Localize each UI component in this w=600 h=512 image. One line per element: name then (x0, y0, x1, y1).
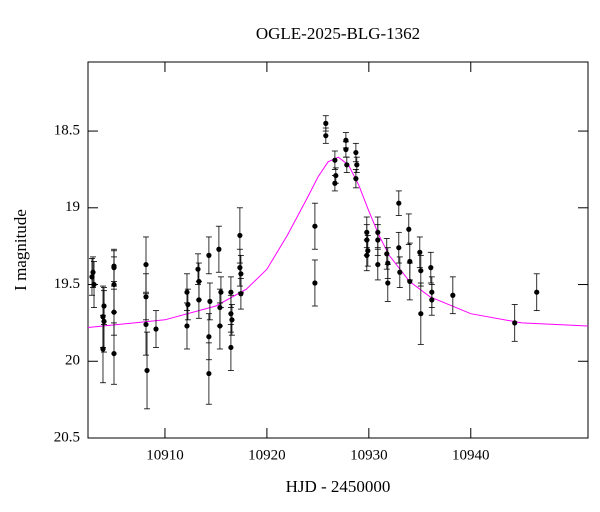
data-point (153, 326, 159, 332)
data-point (144, 367, 150, 374)
data-point (385, 260, 391, 266)
data-point (143, 261, 149, 268)
data-point (143, 321, 149, 328)
data-point (111, 350, 117, 357)
data-point (206, 252, 212, 258)
y-axis-label: I magnitude (11, 209, 30, 291)
data-point (238, 271, 244, 277)
data-point (343, 146, 349, 153)
data-point (217, 323, 223, 329)
x-tick-label: 10910 (146, 447, 184, 463)
data-point (111, 281, 117, 288)
x-axis-label: HJD - 2450000 (286, 477, 391, 496)
y-tick-label: 20.5 (54, 429, 80, 445)
data-point (323, 133, 329, 139)
data-point (354, 162, 360, 168)
data-point (228, 311, 234, 317)
x-tick-label: 10930 (350, 447, 388, 463)
data-point (312, 280, 318, 286)
y-tick-label: 18.5 (54, 122, 80, 138)
data-point (218, 289, 224, 295)
y-tick-label: 19 (65, 199, 80, 215)
data-point (385, 280, 391, 286)
data-point (450, 292, 456, 298)
data-point (365, 248, 371, 254)
x-tick-label: 10940 (452, 447, 490, 463)
data-point (332, 180, 338, 186)
data-point (384, 251, 390, 257)
data-point (237, 232, 243, 239)
data-point (101, 318, 107, 324)
y-tick-label: 19.5 (54, 276, 80, 292)
data-point (216, 246, 222, 252)
data-point (396, 200, 402, 206)
data-point (184, 289, 190, 295)
x-tick-label: 10920 (248, 447, 286, 463)
data-point (229, 317, 235, 323)
data-point (185, 301, 191, 308)
data-point (100, 346, 106, 352)
data-point (91, 281, 97, 288)
data-point (206, 370, 212, 377)
data-point (512, 320, 518, 326)
data-point (353, 176, 359, 182)
data-point (364, 252, 370, 258)
data-point (237, 265, 243, 271)
data-point (312, 223, 318, 229)
data-point (207, 298, 213, 305)
data-point (90, 269, 96, 275)
data-point (418, 311, 424, 317)
data-point (375, 237, 381, 243)
data-point (196, 278, 202, 285)
data-point (195, 266, 201, 272)
plot-frame (87, 61, 589, 439)
data-point (184, 323, 190, 329)
data-point (407, 278, 413, 285)
data-point (228, 344, 234, 351)
data-point (396, 245, 402, 251)
chart-title: OGLE-2025-BLG-1362 (256, 24, 420, 43)
model-curve (87, 156, 589, 328)
data-point (323, 120, 329, 126)
data-point (406, 226, 412, 232)
data-point (353, 149, 359, 156)
data-point (428, 265, 434, 271)
data-point (206, 334, 212, 340)
data-point (534, 289, 540, 295)
data-point (344, 162, 350, 168)
data-point (375, 261, 381, 268)
y-tick-label: 20 (65, 353, 80, 369)
data-point (228, 289, 234, 295)
data-point (429, 297, 435, 303)
data-point (238, 291, 244, 297)
data-point (332, 157, 338, 163)
data-point (417, 249, 423, 255)
data-point (397, 269, 403, 275)
data-point (418, 268, 424, 274)
